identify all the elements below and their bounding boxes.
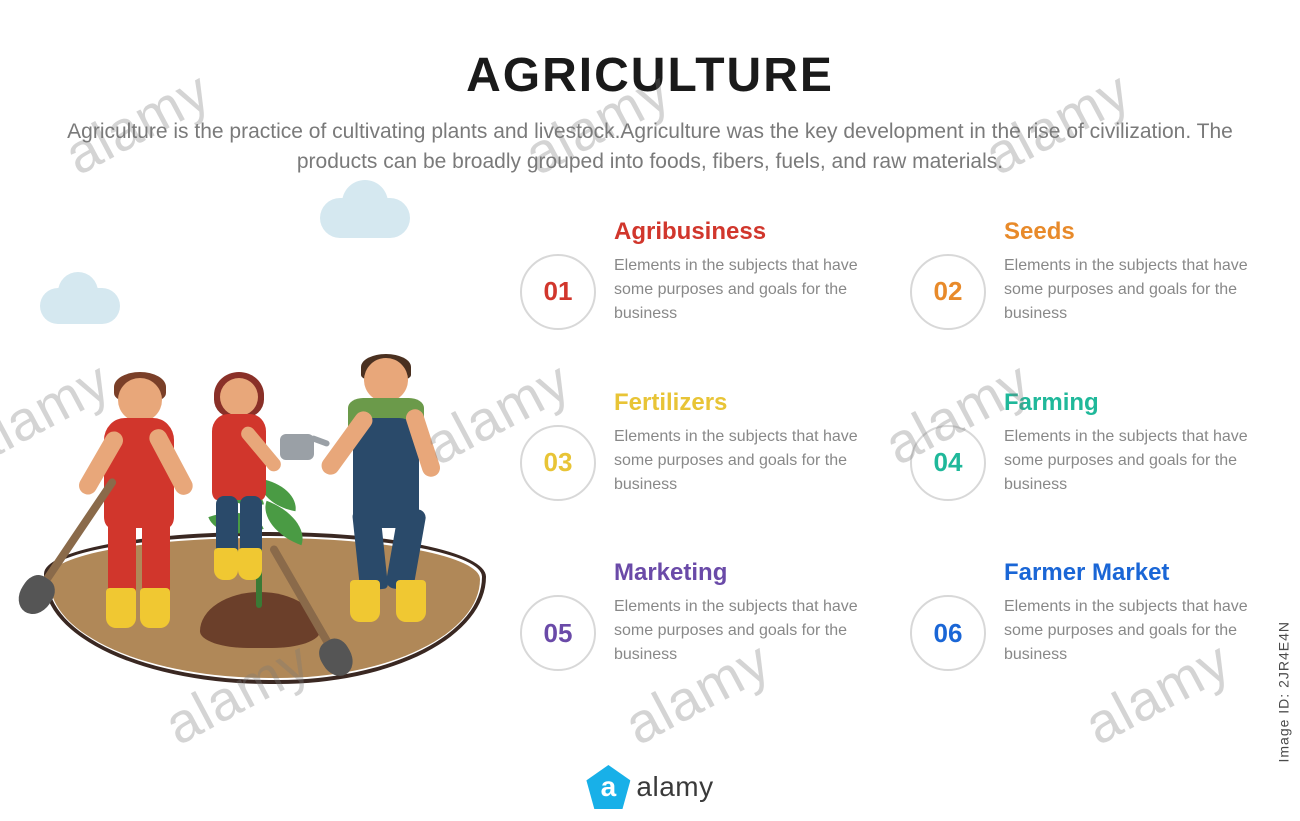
- number-badge: 06: [910, 595, 986, 671]
- item-description: Elements in the subjects that have some …: [1004, 595, 1260, 667]
- item-title: Farming: [1004, 389, 1260, 417]
- watermark-image-id: Image ID: 2JR4E4N: [1276, 621, 1292, 763]
- item-seeds: 02 Seeds Elements in the subjects that h…: [910, 218, 1260, 357]
- number-badge: 03: [520, 425, 596, 501]
- alamy-logo-icon: a: [586, 765, 630, 809]
- item-title: Agribusiness: [614, 218, 870, 246]
- watermark-logo: a alamy: [586, 765, 713, 809]
- item-marketing: 05 Marketing Elements in the subjects th…: [520, 559, 870, 698]
- item-title: Seeds: [1004, 218, 1260, 246]
- watermark-brand: alamy: [636, 771, 713, 803]
- item-title: Farmer Market: [1004, 559, 1260, 587]
- items-grid: 01 Agribusiness Elements in the subjects…: [520, 218, 1260, 698]
- item-title: Marketing: [614, 559, 870, 587]
- item-description: Elements in the subjects that have some …: [614, 425, 870, 497]
- item-description: Elements in the subjects that have some …: [1004, 425, 1260, 497]
- number-badge: 04: [910, 425, 986, 501]
- cloud-icon: [40, 288, 120, 324]
- item-description: Elements in the subjects that have some …: [614, 595, 870, 667]
- item-description: Elements in the subjects that have some …: [1004, 254, 1260, 326]
- person-digging-right: [320, 358, 470, 638]
- number-badge: 01: [520, 254, 596, 330]
- header: AGRICULTURE Agriculture is the practice …: [0, 0, 1300, 178]
- item-title: Fertilizers: [614, 389, 870, 417]
- item-description: Elements in the subjects that have some …: [614, 254, 870, 326]
- item-farmer-market: 06 Farmer Market Elements in the subject…: [910, 559, 1260, 698]
- number-badge: 02: [910, 254, 986, 330]
- page-title: AGRICULTURE: [0, 48, 1300, 103]
- cloud-icon: [320, 198, 410, 238]
- item-agribusiness: 01 Agribusiness Elements in the subjects…: [520, 218, 870, 357]
- person-digging-left: [70, 378, 210, 638]
- watering-can-icon: [280, 434, 314, 460]
- page-subtitle: Agriculture is the practice of cultivati…: [55, 117, 1245, 178]
- content-row: 01 Agribusiness Elements in the subjects…: [0, 218, 1300, 698]
- shovel-icon: [38, 477, 117, 589]
- item-fertilizers: 03 Fertilizers Elements in the subjects …: [520, 389, 870, 528]
- item-farming: 04 Farming Elements in the subjects that…: [910, 389, 1260, 528]
- farming-illustration: [40, 218, 520, 698]
- number-badge: 05: [520, 595, 596, 671]
